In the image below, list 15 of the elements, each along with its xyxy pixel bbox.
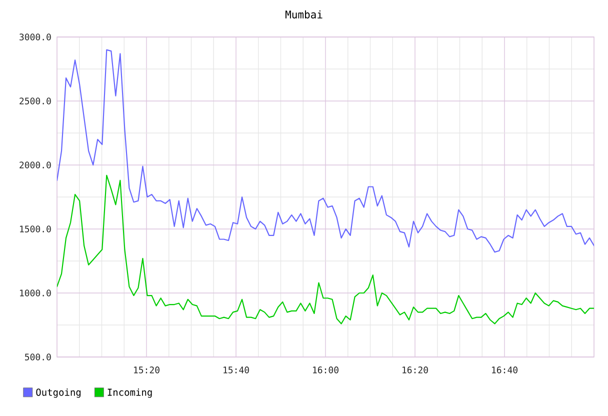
y-tick-label: 1500.0 bbox=[20, 226, 51, 232]
legend-label: Outgoing bbox=[36, 388, 81, 398]
y-tick-label: 1000.0 bbox=[20, 290, 51, 296]
x-tick-label: 16:00 bbox=[313, 366, 338, 374]
y-tick-label: 2000.0 bbox=[20, 162, 51, 168]
y-tick-label: 3000.0 bbox=[20, 34, 51, 40]
legend-label: Incoming bbox=[108, 388, 152, 398]
x-tick-label: 16:20 bbox=[402, 366, 428, 374]
y-tick-label: 500.0 bbox=[25, 354, 51, 360]
x-tick-label: 15:20 bbox=[134, 366, 160, 374]
line-series bbox=[57, 49, 594, 253]
x-tick-label: 15:40 bbox=[224, 366, 249, 374]
y-tick-label: 2500.0 bbox=[20, 98, 51, 104]
x-tick-label: 16:40 bbox=[492, 366, 518, 374]
chart-title: Mumbai bbox=[286, 10, 322, 18]
